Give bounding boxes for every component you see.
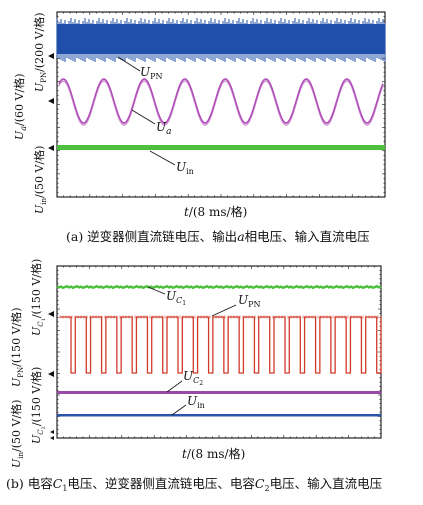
- marker-a-uin: [48, 145, 54, 151]
- marker-b-uc1: [48, 311, 54, 317]
- series-b-upn: [60, 316, 382, 374]
- annotation-b-uc1: UC1: [147, 286, 186, 307]
- marker-b-uc2: [50, 430, 54, 434]
- label-b-uc1: UC1: [166, 289, 186, 307]
- ylabel-b-uc2: UC2/(150 V/格): [29, 367, 47, 444]
- annotation-a-ua: Ua: [131, 109, 172, 137]
- ylabel-a-uin: Uin/(50 V/格): [32, 146, 48, 214]
- panel-a-markers: [48, 53, 54, 151]
- label-a-uin: Uin: [176, 160, 194, 176]
- annotation-a-upn: UPN: [117, 56, 163, 81]
- label-b-upn: UPN: [238, 293, 261, 309]
- ylabel-a-upn: UPN/(200 V/格): [32, 12, 48, 92]
- series-b-uc2: [57, 391, 381, 394]
- panel-b-ylabels: Uin/(50 V/格) UC2/(150 V/格) UPN/(150 V/格)…: [9, 259, 47, 468]
- caption-a: (a) 逆变器侧直流链电压、输出a相电压、输入直流电压: [66, 229, 370, 244]
- label-a-ua: Ua: [156, 120, 172, 137]
- panel-b: UC1 UPN UC2 Uin Uin/(50 V/格) UC2/(150 V/…: [6, 259, 382, 493]
- annotation-b-uc2: UC2: [166, 369, 203, 393]
- series-b-uc1: [56, 284, 382, 290]
- label-b-uin: Uin: [187, 394, 205, 410]
- marker-a-upn: [48, 53, 54, 59]
- upn-a-ripple: [56, 18, 386, 62]
- xlabel-b: t/(8 ms/格): [182, 446, 245, 461]
- marker-a-ua: [48, 98, 54, 104]
- label-b-uc2: UC2: [183, 369, 203, 387]
- marker-b-uin: [50, 436, 54, 440]
- annotation-a-uin: Uin: [149, 150, 194, 176]
- marker-b-upn: [48, 371, 54, 377]
- xlabel-a: t/(8 ms/格): [184, 204, 247, 219]
- ylabel-b-uc1: UC1/(150 V/格): [29, 259, 47, 336]
- leader-b-uin: [171, 404, 187, 416]
- leader-a-upn: [117, 56, 141, 72]
- series-a-upn: [56, 18, 386, 62]
- panel-b-markers: [48, 311, 54, 440]
- annotation-b-upn: UPN: [211, 293, 261, 317]
- leader-b-upn: [211, 304, 237, 317]
- leader-b-uc1: [147, 286, 166, 295]
- panel-a-ylabels: Uin/(50 V/格) Ua/(60 V/格) UPN/(200 V/格): [12, 12, 48, 214]
- caption-b: (b) 电容C1电压、逆变器侧直流链电压、电容C2电压、输入直流电压: [6, 476, 382, 493]
- series-a-uin: [57, 145, 385, 150]
- label-a-upn: UPN: [140, 65, 163, 81]
- annotation-b-uin: Uin: [171, 394, 205, 416]
- leader-b-uc2: [166, 380, 183, 393]
- ylabel-a-ua: Ua/(60 V/格): [12, 74, 28, 141]
- series-b-uin: [57, 414, 381, 417]
- leader-a-uin: [149, 150, 176, 166]
- ylabel-b-upn: UPN/(150 V/格): [9, 307, 25, 387]
- panel-a: UPN Ua Uin Uin/(50 V/格) Ua/(60 V/格) UPN/…: [12, 11, 386, 244]
- leader-a-ua: [131, 109, 156, 125]
- ylabel-b-uin: Uin/(50 V/格): [9, 400, 25, 468]
- series-a-ua-shadow: [58, 80, 384, 126]
